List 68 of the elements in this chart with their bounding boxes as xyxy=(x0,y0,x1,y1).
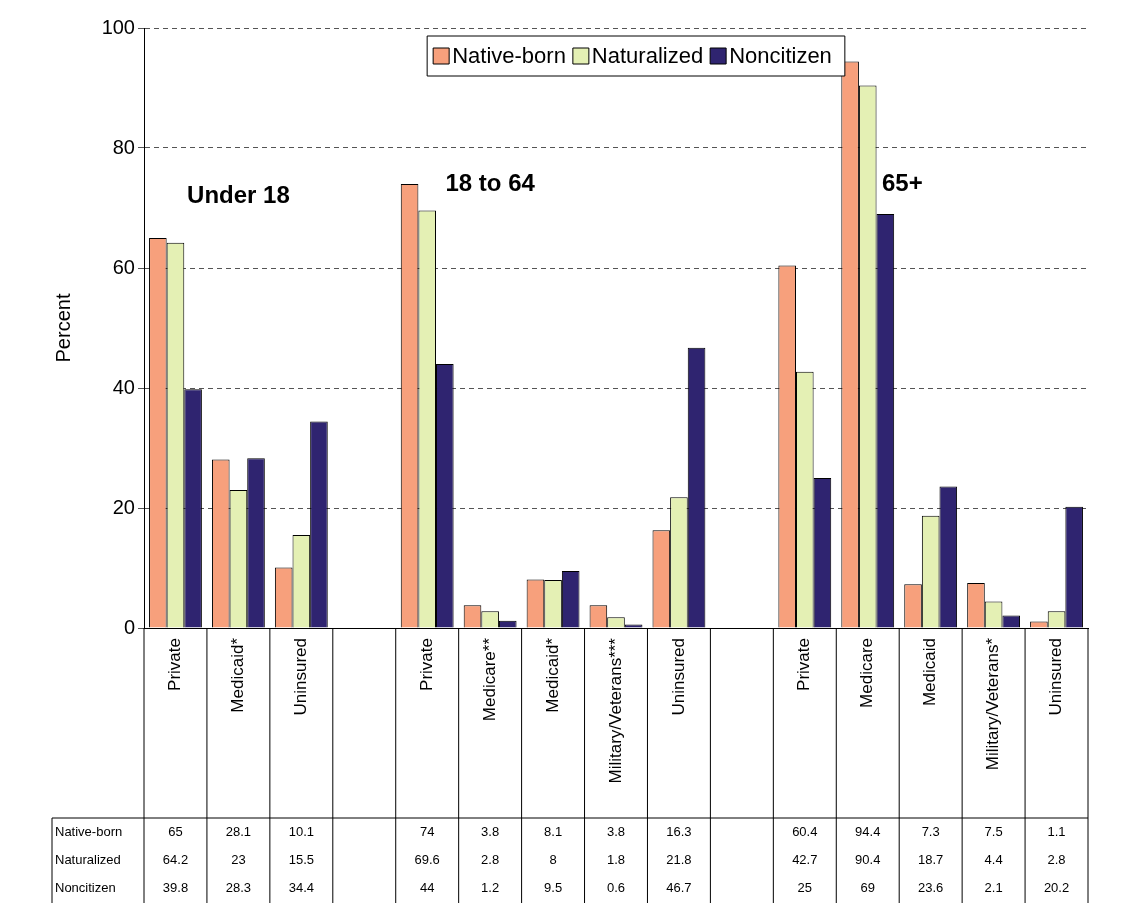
data-label: 94.4 xyxy=(855,823,881,839)
data-label: 28.3 xyxy=(225,879,252,895)
data-label: 65 xyxy=(168,823,183,839)
data-label: 1.8 xyxy=(606,851,626,867)
data-label: 69 xyxy=(860,879,875,895)
text: Naturalized xyxy=(55,851,121,867)
x-tick-label: Private xyxy=(416,638,436,691)
y-tick-label: 100 xyxy=(101,15,135,38)
legend-label: Naturalized xyxy=(591,43,704,69)
data-label: 3.8 xyxy=(481,823,500,839)
y-tick-label: 40 xyxy=(112,375,135,398)
x-tick-label: Military/Veterans* xyxy=(983,637,1003,771)
data-label: 34.4 xyxy=(288,879,314,895)
x-tick-label: Uninsured xyxy=(668,638,688,716)
data-label: 28.1 xyxy=(225,823,252,839)
data-label: 1.1 xyxy=(1047,823,1066,839)
data-label: 64.2 xyxy=(162,851,189,867)
data-label: 16.3 xyxy=(666,823,692,839)
data-label: 15.5 xyxy=(288,851,314,867)
data-label: 7.5 xyxy=(984,823,1003,839)
y-axis-title: Percent xyxy=(51,293,74,363)
data-label: 18.7 xyxy=(918,851,944,867)
y-tick-label: 60 xyxy=(112,255,135,278)
data-label: 25 xyxy=(797,879,813,895)
data-label: 90.4 xyxy=(855,851,881,867)
data-label: 74 xyxy=(419,823,435,839)
legend-label: Native-born xyxy=(452,43,566,69)
data-label: 3.8 xyxy=(606,823,626,839)
data-label: 4.4 xyxy=(984,851,1003,867)
x-tick-label: Medicare xyxy=(857,638,877,708)
legend-label: Noncitizen xyxy=(729,43,832,69)
data-label: 10.1 xyxy=(288,823,314,839)
data-label: 1.2 xyxy=(481,879,500,895)
x-tick-label: Uninsured xyxy=(291,638,311,716)
data-label: 23 xyxy=(231,851,246,867)
data-label: 8.1 xyxy=(544,823,563,839)
x-tick-label: Private xyxy=(794,638,814,691)
x-tick-label: Medicaid* xyxy=(228,637,248,713)
annotation: Under 18 xyxy=(187,180,290,208)
data-label: 2.8 xyxy=(1047,851,1066,867)
data-label: 60.4 xyxy=(792,823,818,839)
annotation: 18 to 64 xyxy=(445,168,536,196)
data-label: 46.7 xyxy=(666,879,692,895)
data-label: 39.8 xyxy=(162,879,189,895)
data-label: 44 xyxy=(419,879,435,895)
data-label: 8 xyxy=(549,851,557,867)
x-tick-label: Medicare** xyxy=(479,637,499,722)
x-tick-label: Uninsured xyxy=(1046,638,1066,716)
text: Noncitizen xyxy=(55,879,116,895)
data-label: 9.5 xyxy=(544,879,563,895)
data-label: 21.8 xyxy=(666,851,692,867)
data-label: 7.3 xyxy=(921,823,940,839)
data-label: 23.6 xyxy=(918,879,944,895)
data-label: 2.1 xyxy=(984,879,1003,895)
x-tick-label: Medicaid* xyxy=(542,637,562,713)
y-tick-label: 20 xyxy=(112,495,135,518)
x-tick-label: Private xyxy=(165,638,185,691)
y-tick-label: 0 xyxy=(123,615,135,638)
text: Native-born xyxy=(55,823,123,839)
data-label: 42.7 xyxy=(792,851,818,867)
data-label: 20.2 xyxy=(1043,879,1070,895)
y-tick-label: 80 xyxy=(112,135,135,158)
data-label: 69.6 xyxy=(414,851,440,867)
data-label: 0.6 xyxy=(606,879,626,895)
annotation: 65+ xyxy=(881,168,923,196)
x-tick-label: Military/Veterans*** xyxy=(605,637,625,784)
x-tick-label: Medicaid xyxy=(920,638,940,707)
data-label: 2.8 xyxy=(481,851,500,867)
